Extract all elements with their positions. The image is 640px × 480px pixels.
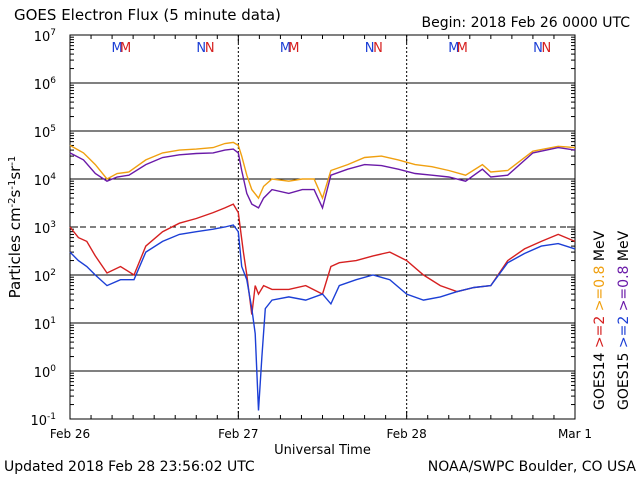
y-tick-label: 106 <box>34 76 57 93</box>
credit-text: NOAA/SWPC Boulder, CO USA <box>427 459 636 475</box>
mn-marker: N <box>373 41 383 56</box>
x-tick-label: Mar 1 <box>558 427 592 441</box>
y-tick-label: 101 <box>34 316 56 333</box>
y-tick-label: 105 <box>34 124 56 141</box>
mn-marker: M <box>457 41 468 56</box>
y-tick-label: 102 <box>34 268 56 285</box>
series-line <box>69 203 576 315</box>
x-tick-label: Feb 28 <box>386 427 426 441</box>
x-axis-title: Universal Time <box>274 443 371 458</box>
begin-date: Begin: 2018 Feb 26 0000 UTC <box>421 15 630 31</box>
y-tick-label: 103 <box>34 220 56 237</box>
updated-timestamp: Updated 2018 Feb 28 23:56:02 UTC <box>4 459 255 475</box>
x-tick-label: Feb 27 <box>218 427 258 441</box>
mn-marker: M <box>120 41 131 56</box>
mn-marker: M <box>288 41 299 56</box>
mn-marker: N <box>365 41 375 56</box>
series-line <box>69 224 576 411</box>
y-axis-title: Particles cm-2s-1sr-1 <box>6 156 24 299</box>
mn-marker: M <box>448 41 459 56</box>
y-tick-label: 107 <box>34 28 56 45</box>
y-tick-label: 100 <box>34 364 57 381</box>
legend-column: GOES15 >=2 >=0.8 MeV <box>616 230 632 410</box>
mn-marker: N <box>542 41 552 56</box>
y-tick-label: 104 <box>34 172 57 189</box>
legend-column: GOES14 >=2 >=0.8 MeV <box>592 230 608 410</box>
mn-marker: N <box>205 41 215 56</box>
y-tick-label: 10-1 <box>30 412 56 429</box>
mn-marker: N <box>533 41 543 56</box>
mn-marker: N <box>196 41 206 56</box>
chart-title: GOES Electron Flux (5 minute data) <box>14 6 281 24</box>
series-line <box>69 141 576 201</box>
mn-marker: M <box>280 41 291 56</box>
mn-marker: M <box>112 41 123 56</box>
x-tick-label: Feb 26 <box>50 427 90 441</box>
series-line <box>69 146 576 210</box>
